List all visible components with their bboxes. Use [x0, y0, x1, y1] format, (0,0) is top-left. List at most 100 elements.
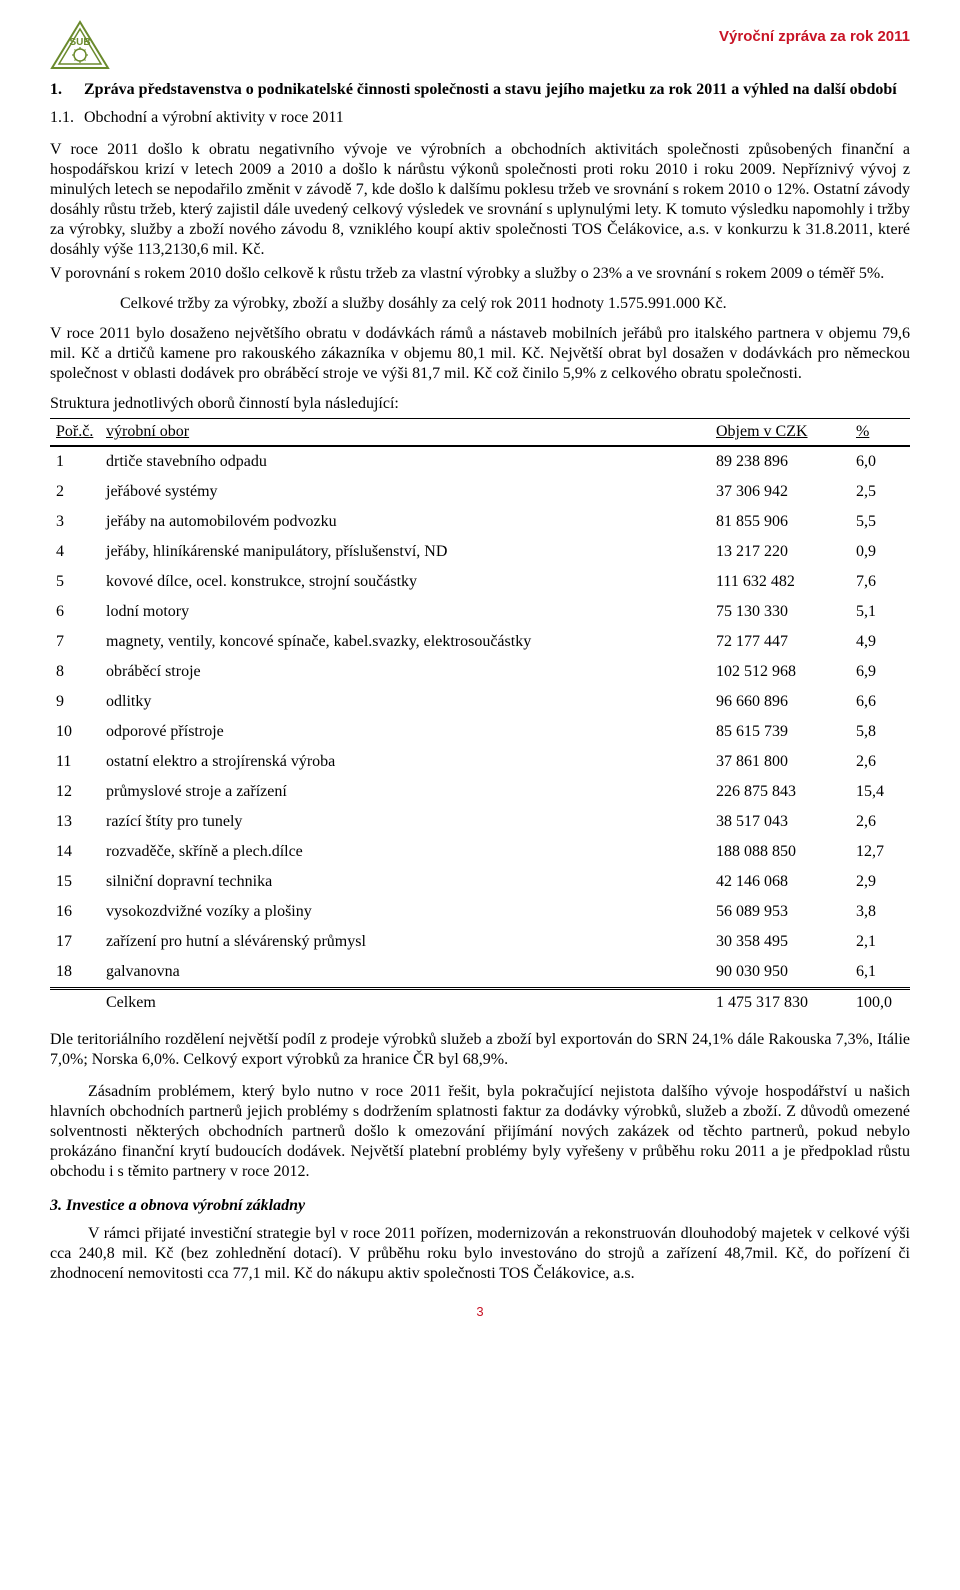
- row-num: 6: [50, 597, 100, 627]
- table-row: 18galvanovna90 030 9506,1: [50, 957, 910, 989]
- paragraph-2: V porovnání s rokem 2010 došlo celkově k…: [50, 264, 910, 284]
- row-val: 85 615 739: [710, 717, 850, 747]
- total-num: [50, 989, 100, 1017]
- table-row: 17zařízení pro hutní a slévárenský průmy…: [50, 927, 910, 957]
- row-val: 89 238 896: [710, 447, 850, 478]
- row-pct: 5,1: [850, 597, 910, 627]
- paragraph-7: V rámci přijaté investiční strategie byl…: [50, 1224, 910, 1284]
- paragraph-3: Celkové tržby za výrobky, zboží a služby…: [120, 294, 910, 314]
- row-val: 96 660 896: [710, 687, 850, 717]
- row-desc: rozvaděče, skříně a plech.dílce: [100, 837, 710, 867]
- paragraph-4: V roce 2011 bylo dosaženo největšího obr…: [50, 324, 910, 384]
- row-num: 8: [50, 657, 100, 687]
- row-desc: galvanovna: [100, 957, 710, 989]
- col-header-desc: výrobní obor: [100, 419, 710, 446]
- total-val: 1 475 317 830: [710, 989, 850, 1017]
- row-num: 3: [50, 507, 100, 537]
- table-row: 6lodní motory75 130 3305,1: [50, 597, 910, 627]
- row-pct: 0,9: [850, 537, 910, 567]
- row-val: 37 861 800: [710, 747, 850, 777]
- row-pct: 4,9: [850, 627, 910, 657]
- table-row: 16vysokozdvižné vozíky a plošiny56 089 9…: [50, 897, 910, 927]
- row-pct: 5,5: [850, 507, 910, 537]
- row-num: 7: [50, 627, 100, 657]
- row-val: 30 358 495: [710, 927, 850, 957]
- row-pct: 3,8: [850, 897, 910, 927]
- row-desc: vysokozdvižné vozíky a plošiny: [100, 897, 710, 927]
- row-desc: lodní motory: [100, 597, 710, 627]
- section-1-1-title: Obchodní a výrobní aktivity v roce 2011: [84, 108, 910, 128]
- row-val: 56 089 953: [710, 897, 850, 927]
- col-header-num: Poř.č.: [50, 419, 100, 446]
- row-num: 2: [50, 477, 100, 507]
- row-pct: 6,0: [850, 447, 910, 478]
- table-row: 14rozvaděče, skříně a plech.dílce188 088…: [50, 837, 910, 867]
- row-num: 12: [50, 777, 100, 807]
- col-header-val: Objem v CZK: [710, 419, 850, 446]
- row-desc: kovové dílce, ocel. konstrukce, strojní …: [100, 567, 710, 597]
- row-desc: razící štíty pro tunely: [100, 807, 710, 837]
- structure-intro: Struktura jednotlivých oborů činností by…: [50, 394, 910, 414]
- row-num: 16: [50, 897, 100, 927]
- col-header-pct: %: [850, 419, 910, 446]
- row-val: 38 517 043: [710, 807, 850, 837]
- row-num: 18: [50, 957, 100, 989]
- row-pct: 15,4: [850, 777, 910, 807]
- table-row: 4jeřáby, hliníkárenské manipulátory, pří…: [50, 537, 910, 567]
- table-row: 3jeřáby na automobilovém podvozku81 855 …: [50, 507, 910, 537]
- row-desc: ostatní elektro a strojírenská výroba: [100, 747, 710, 777]
- row-desc: magnety, ventily, koncové spínače, kabel…: [100, 627, 710, 657]
- table-row: 15silniční dopravní technika42 146 0682,…: [50, 867, 910, 897]
- row-desc: zařízení pro hutní a slévárenský průmysl: [100, 927, 710, 957]
- row-pct: 2,9: [850, 867, 910, 897]
- row-num: 4: [50, 537, 100, 567]
- table-row: 1drtiče stavebního odpadu89 238 8966,0: [50, 447, 910, 478]
- section-1-number: 1.: [50, 80, 84, 100]
- table-row: 12průmyslové stroje a zařízení226 875 84…: [50, 777, 910, 807]
- row-num: 15: [50, 867, 100, 897]
- row-pct: 6,6: [850, 687, 910, 717]
- row-pct: 2,6: [850, 747, 910, 777]
- row-num: 9: [50, 687, 100, 717]
- total-desc: Celkem: [100, 989, 710, 1017]
- row-desc: silniční dopravní technika: [100, 867, 710, 897]
- row-desc: drtiče stavebního odpadu: [100, 447, 710, 478]
- row-val: 81 855 906: [710, 507, 850, 537]
- row-desc: jeřáby, hliníkárenské manipulátory, přís…: [100, 537, 710, 567]
- table-row: 13razící štíty pro tunely38 517 0432,6: [50, 807, 910, 837]
- row-val: 42 146 068: [710, 867, 850, 897]
- table-row: 8obráběcí stroje102 512 9686,9: [50, 657, 910, 687]
- row-num: 17: [50, 927, 100, 957]
- page-number: 3: [50, 1304, 910, 1320]
- paragraph-6: Zásadním problémem, který bylo nutno v r…: [50, 1082, 910, 1182]
- activity-structure-table: Poř.č. výrobní obor Objem v CZK % 1drtič…: [50, 418, 910, 1016]
- total-pct: 100,0: [850, 989, 910, 1017]
- svg-text:SUB: SUB: [69, 37, 90, 48]
- table-row: 9odlitky96 660 8966,6: [50, 687, 910, 717]
- row-num: 11: [50, 747, 100, 777]
- row-pct: 7,6: [850, 567, 910, 597]
- section-1-1-number: 1.1.: [50, 108, 84, 128]
- paragraph-5: Dle teritoriálního rozdělení největší po…: [50, 1030, 910, 1070]
- logo-icon: SUB: [50, 20, 110, 72]
- row-num: 13: [50, 807, 100, 837]
- row-pct: 5,8: [850, 717, 910, 747]
- row-desc: odlitky: [100, 687, 710, 717]
- section-3-title: 3. Investice a obnova výrobní základny: [50, 1196, 910, 1216]
- row-pct: 6,1: [850, 957, 910, 989]
- table-row: 5kovové dílce, ocel. konstrukce, strojní…: [50, 567, 910, 597]
- row-num: 1: [50, 447, 100, 478]
- row-val: 90 030 950: [710, 957, 850, 989]
- row-num: 14: [50, 837, 100, 867]
- row-num: 5: [50, 567, 100, 597]
- row-desc: odporové přístroje: [100, 717, 710, 747]
- row-val: 102 512 968: [710, 657, 850, 687]
- row-val: 72 177 447: [710, 627, 850, 657]
- row-val: 188 088 850: [710, 837, 850, 867]
- row-num: 10: [50, 717, 100, 747]
- row-val: 226 875 843: [710, 777, 850, 807]
- table-row: 7magnety, ventily, koncové spínače, kabe…: [50, 627, 910, 657]
- section-1-title: Zpráva představenstva o podnikatelské či…: [84, 80, 910, 100]
- row-desc: jeřábové systémy: [100, 477, 710, 507]
- row-val: 111 632 482: [710, 567, 850, 597]
